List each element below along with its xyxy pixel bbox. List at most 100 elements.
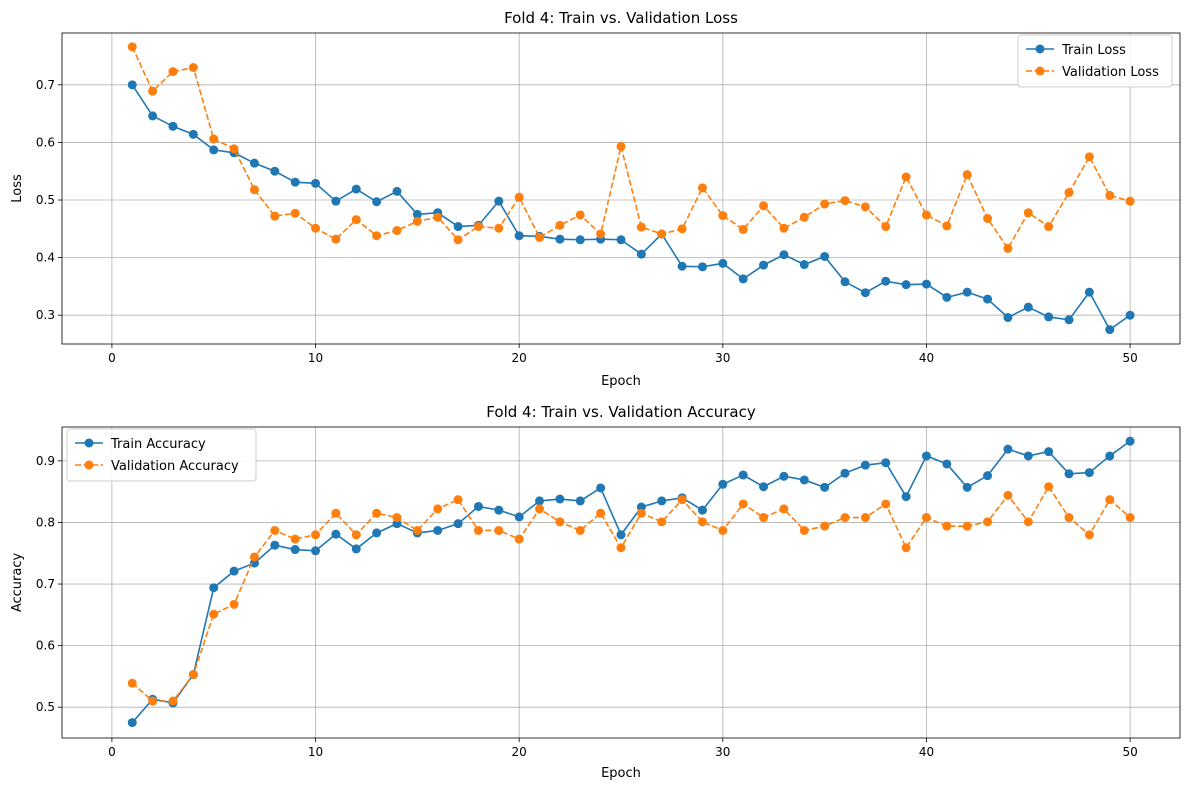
data-point <box>1105 325 1115 335</box>
data-point <box>697 183 707 193</box>
data-point <box>555 517 565 527</box>
data-point <box>351 184 361 194</box>
data-point <box>331 234 341 244</box>
data-point <box>249 158 259 168</box>
data-point <box>575 496 585 506</box>
data-point <box>677 224 687 234</box>
data-point <box>1105 495 1115 505</box>
data-point <box>412 525 422 535</box>
data-point <box>962 482 972 492</box>
data-point <box>331 508 341 518</box>
legend-box <box>1017 34 1173 88</box>
series-line <box>131 84 1131 331</box>
data-point <box>311 546 321 556</box>
data-point <box>311 223 321 233</box>
data-point <box>168 121 178 131</box>
data-point <box>840 196 850 206</box>
data-point <box>514 512 524 522</box>
data-point <box>351 530 361 540</box>
data-point <box>881 222 891 232</box>
data-point <box>555 234 565 244</box>
legend-label: Train Loss <box>1061 43 1126 58</box>
data-point <box>209 134 219 144</box>
legend: Train Loss Validation Loss <box>1017 34 1173 88</box>
data-point <box>677 495 687 505</box>
data-point <box>779 471 789 481</box>
x-tick-label: 40 <box>919 745 934 759</box>
data-point <box>718 258 728 268</box>
data-point <box>412 216 422 226</box>
data-point <box>392 519 402 529</box>
data-point <box>433 212 443 222</box>
data-point <box>840 513 850 523</box>
data-point <box>270 211 280 221</box>
data-point <box>1125 513 1135 523</box>
data-point <box>127 80 137 90</box>
data-point <box>616 235 626 245</box>
data-point <box>372 197 382 207</box>
data-point <box>636 222 646 232</box>
data-point <box>596 508 606 518</box>
data-point <box>881 458 891 468</box>
x-tick-label: 40 <box>919 351 934 365</box>
chart-title: Fold 4: Train vs. Validation Accuracy <box>486 403 756 421</box>
data-point <box>1003 313 1013 323</box>
data-point <box>127 42 137 52</box>
y-tick-label: 0.3 <box>36 308 55 322</box>
data-point <box>188 129 198 139</box>
data-point <box>779 504 789 514</box>
data-point <box>1023 517 1033 527</box>
data-point <box>209 609 219 619</box>
data-point <box>1125 196 1135 206</box>
legend-label: Validation Loss <box>1062 65 1159 80</box>
data-point <box>249 558 259 568</box>
data-point <box>168 67 178 77</box>
series-train-accuracy <box>127 436 1135 728</box>
data-point <box>453 519 463 529</box>
y-tick-label: 0.7 <box>36 78 55 92</box>
data-point <box>718 525 728 535</box>
subplot-1: 0 10 20 30 40 50 0.3 0.4 0.5 0.6 0.7 Fold 4: Train … <box>10 9 1181 389</box>
data-point <box>983 517 993 527</box>
series-line <box>131 485 1131 702</box>
data-point <box>514 192 524 202</box>
axes-frame <box>61 32 1181 345</box>
data-point <box>1125 436 1135 446</box>
data-point <box>575 235 585 245</box>
x-tick-label: 10 <box>308 351 323 365</box>
data-point <box>494 525 504 535</box>
data-point <box>799 212 809 222</box>
series-line <box>131 440 1131 724</box>
data-point <box>1003 490 1013 500</box>
series-validation-accuracy <box>127 482 1135 706</box>
data-point <box>209 583 219 593</box>
data-point <box>636 502 646 512</box>
data-point <box>1003 444 1013 454</box>
data-point <box>636 249 646 259</box>
data-point <box>311 178 321 188</box>
data-point <box>1105 190 1115 200</box>
data-point <box>331 196 341 206</box>
data-point <box>901 280 911 290</box>
y-tick-label: 0.5 <box>36 700 55 714</box>
x-tick-label: 0 <box>108 351 116 365</box>
data-point <box>1044 447 1054 457</box>
legend-swatch-marker <box>1035 66 1045 76</box>
data-point <box>494 223 504 233</box>
data-point <box>759 260 769 270</box>
ticks: 0 10 20 30 40 50 0.5 0.6 0.7 0.8 0.9 <box>36 454 1138 759</box>
x-tick-label: 20 <box>512 745 527 759</box>
data-point <box>494 505 504 515</box>
data-point <box>738 499 748 509</box>
series-validation-loss <box>127 42 1135 253</box>
data-point <box>983 213 993 223</box>
data-point <box>697 505 707 515</box>
data-point <box>962 287 972 297</box>
data-point <box>942 459 952 469</box>
data-point <box>351 215 361 225</box>
data-point <box>453 235 463 245</box>
x-tick-label: 50 <box>1122 351 1137 365</box>
data-point <box>596 229 606 239</box>
data-point <box>881 276 891 286</box>
